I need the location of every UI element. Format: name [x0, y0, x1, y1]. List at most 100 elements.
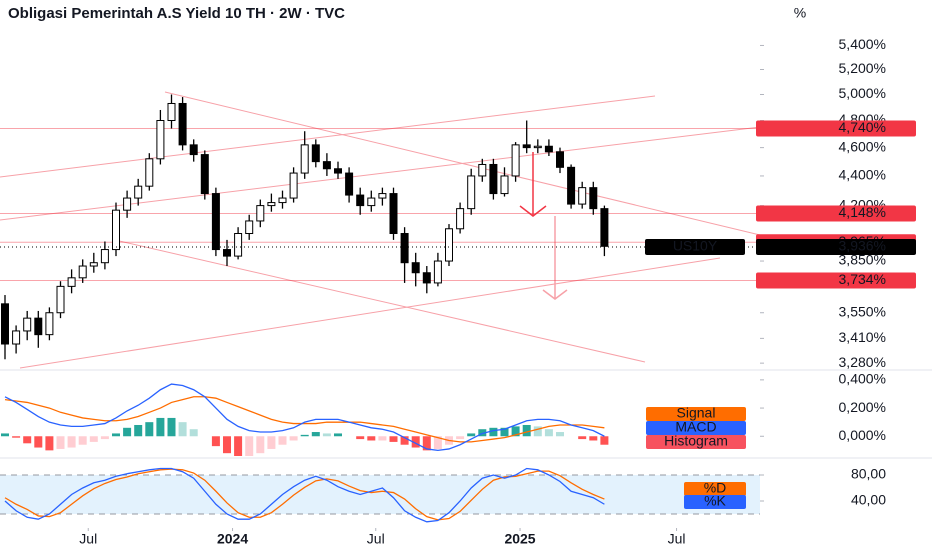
last-price-tag-bg: [756, 238, 916, 255]
candle-body: [56, 285, 65, 314]
candle-body: [34, 317, 43, 336]
legend-tag: Signal: [677, 405, 716, 421]
trend-line: [114, 239, 646, 363]
candle-body: [422, 272, 431, 284]
histogram-bar: [467, 433, 476, 437]
histogram-bar: [23, 436, 32, 444]
histogram-bar: [411, 436, 420, 448]
candle-body: [456, 208, 465, 230]
histogram-bar: [378, 436, 387, 441]
histogram-bar: [189, 429, 198, 437]
histogram-bar: [100, 436, 109, 440]
candle-body: [200, 154, 209, 195]
histogram-bar: [256, 436, 265, 454]
legend-tag: %K: [704, 493, 726, 509]
y-tick-label: 5,200%: [839, 60, 886, 76]
histogram-bar: [400, 436, 409, 445]
candle-body: [533, 145, 542, 149]
trend-line: [0, 95, 656, 178]
y-tick-label: 3,550%: [839, 303, 886, 319]
histogram-bar: [234, 436, 243, 456]
legend-tag-bg: [646, 407, 746, 421]
last-price-tag: 3,936%: [839, 238, 886, 254]
histogram-bar: [600, 436, 609, 445]
candle-body: [367, 197, 376, 207]
histogram-bar: [223, 436, 231, 454]
histogram-bar: [511, 426, 520, 437]
histogram-bar: [89, 436, 98, 442]
candle-body: [345, 172, 354, 196]
trend-line: [19, 257, 721, 369]
legend-tag: Histogram: [664, 433, 728, 449]
candle-body: [78, 265, 87, 279]
candle-body: [467, 175, 476, 210]
histogram-bar: [211, 436, 220, 447]
legend-tag-bg: [646, 421, 746, 435]
candle-body: [556, 151, 564, 168]
price-tag-bg: [756, 205, 916, 222]
chart-title: Obligasi Pemerintah A.S Yield 10 TH · 2W…: [8, 5, 345, 22]
candle-body: [267, 202, 276, 207]
histogram-bar: [500, 427, 509, 437]
legend-tag-bg: [684, 495, 746, 509]
candle-body: [600, 208, 609, 247]
histogram-bar: [123, 427, 132, 437]
candle-body: [223, 249, 231, 257]
histogram-bar: [422, 436, 431, 451]
y-tick-label: 3,280%: [839, 354, 886, 370]
candle-body: [356, 194, 365, 207]
x-tick-label: Jul: [79, 531, 97, 547]
candle-body: [1, 303, 9, 345]
candle-body: [289, 172, 298, 199]
histogram-bar: [389, 436, 398, 442]
histogram-bar: [300, 434, 309, 437]
candle-body: [445, 228, 453, 262]
candle-body: [278, 197, 287, 204]
candle-body: [12, 330, 21, 345]
candle-body: [178, 102, 187, 146]
candle-body: [400, 233, 409, 264]
candle-body: [134, 185, 143, 199]
histogram-bar: [78, 436, 87, 445]
unit-label: %: [794, 5, 806, 21]
candle-body: [89, 262, 98, 267]
indicator-line: [4, 396, 605, 443]
candle-body: [411, 262, 420, 274]
candle-body: [300, 144, 309, 174]
candle-body: [378, 193, 387, 199]
candle-body: [211, 193, 220, 251]
candle-body: [256, 205, 265, 222]
price-tag: 3,734%: [839, 271, 886, 287]
candle-body: [145, 158, 154, 187]
legend-tag: MACD: [675, 419, 716, 435]
candle-body: [67, 277, 76, 287]
candle-body: [578, 187, 587, 205]
candle-body: [112, 209, 120, 251]
candle-body: [500, 175, 509, 195]
y-tick-label: 40,00: [851, 492, 886, 508]
candle-body: [511, 144, 520, 177]
histogram-bar: [589, 436, 598, 441]
histogram-bar: [156, 417, 165, 437]
y-tick-label: 4,400%: [839, 167, 886, 183]
x-tick-label: 2024: [217, 531, 248, 547]
histogram-bar: [145, 422, 154, 437]
arrow: [519, 152, 547, 217]
histogram-bar: [178, 422, 187, 437]
candle-body: [322, 161, 331, 170]
histogram-bar: [533, 426, 542, 437]
histogram-bar: [67, 436, 76, 448]
histogram-bar: [245, 436, 254, 456]
histogram-bar: [322, 433, 331, 437]
legend-tag: %D: [704, 480, 727, 496]
indicator-line: [4, 468, 605, 521]
histogram-bar: [167, 417, 176, 437]
arrow: [542, 216, 568, 300]
histogram-bar: [134, 424, 143, 437]
histogram-bar: [267, 436, 276, 449]
histogram-bar: [578, 436, 587, 440]
candle-body: [478, 163, 487, 177]
candle-body: [189, 144, 198, 156]
y-tick-label: 0,000%: [839, 427, 886, 443]
histogram-bar: [367, 436, 376, 441]
